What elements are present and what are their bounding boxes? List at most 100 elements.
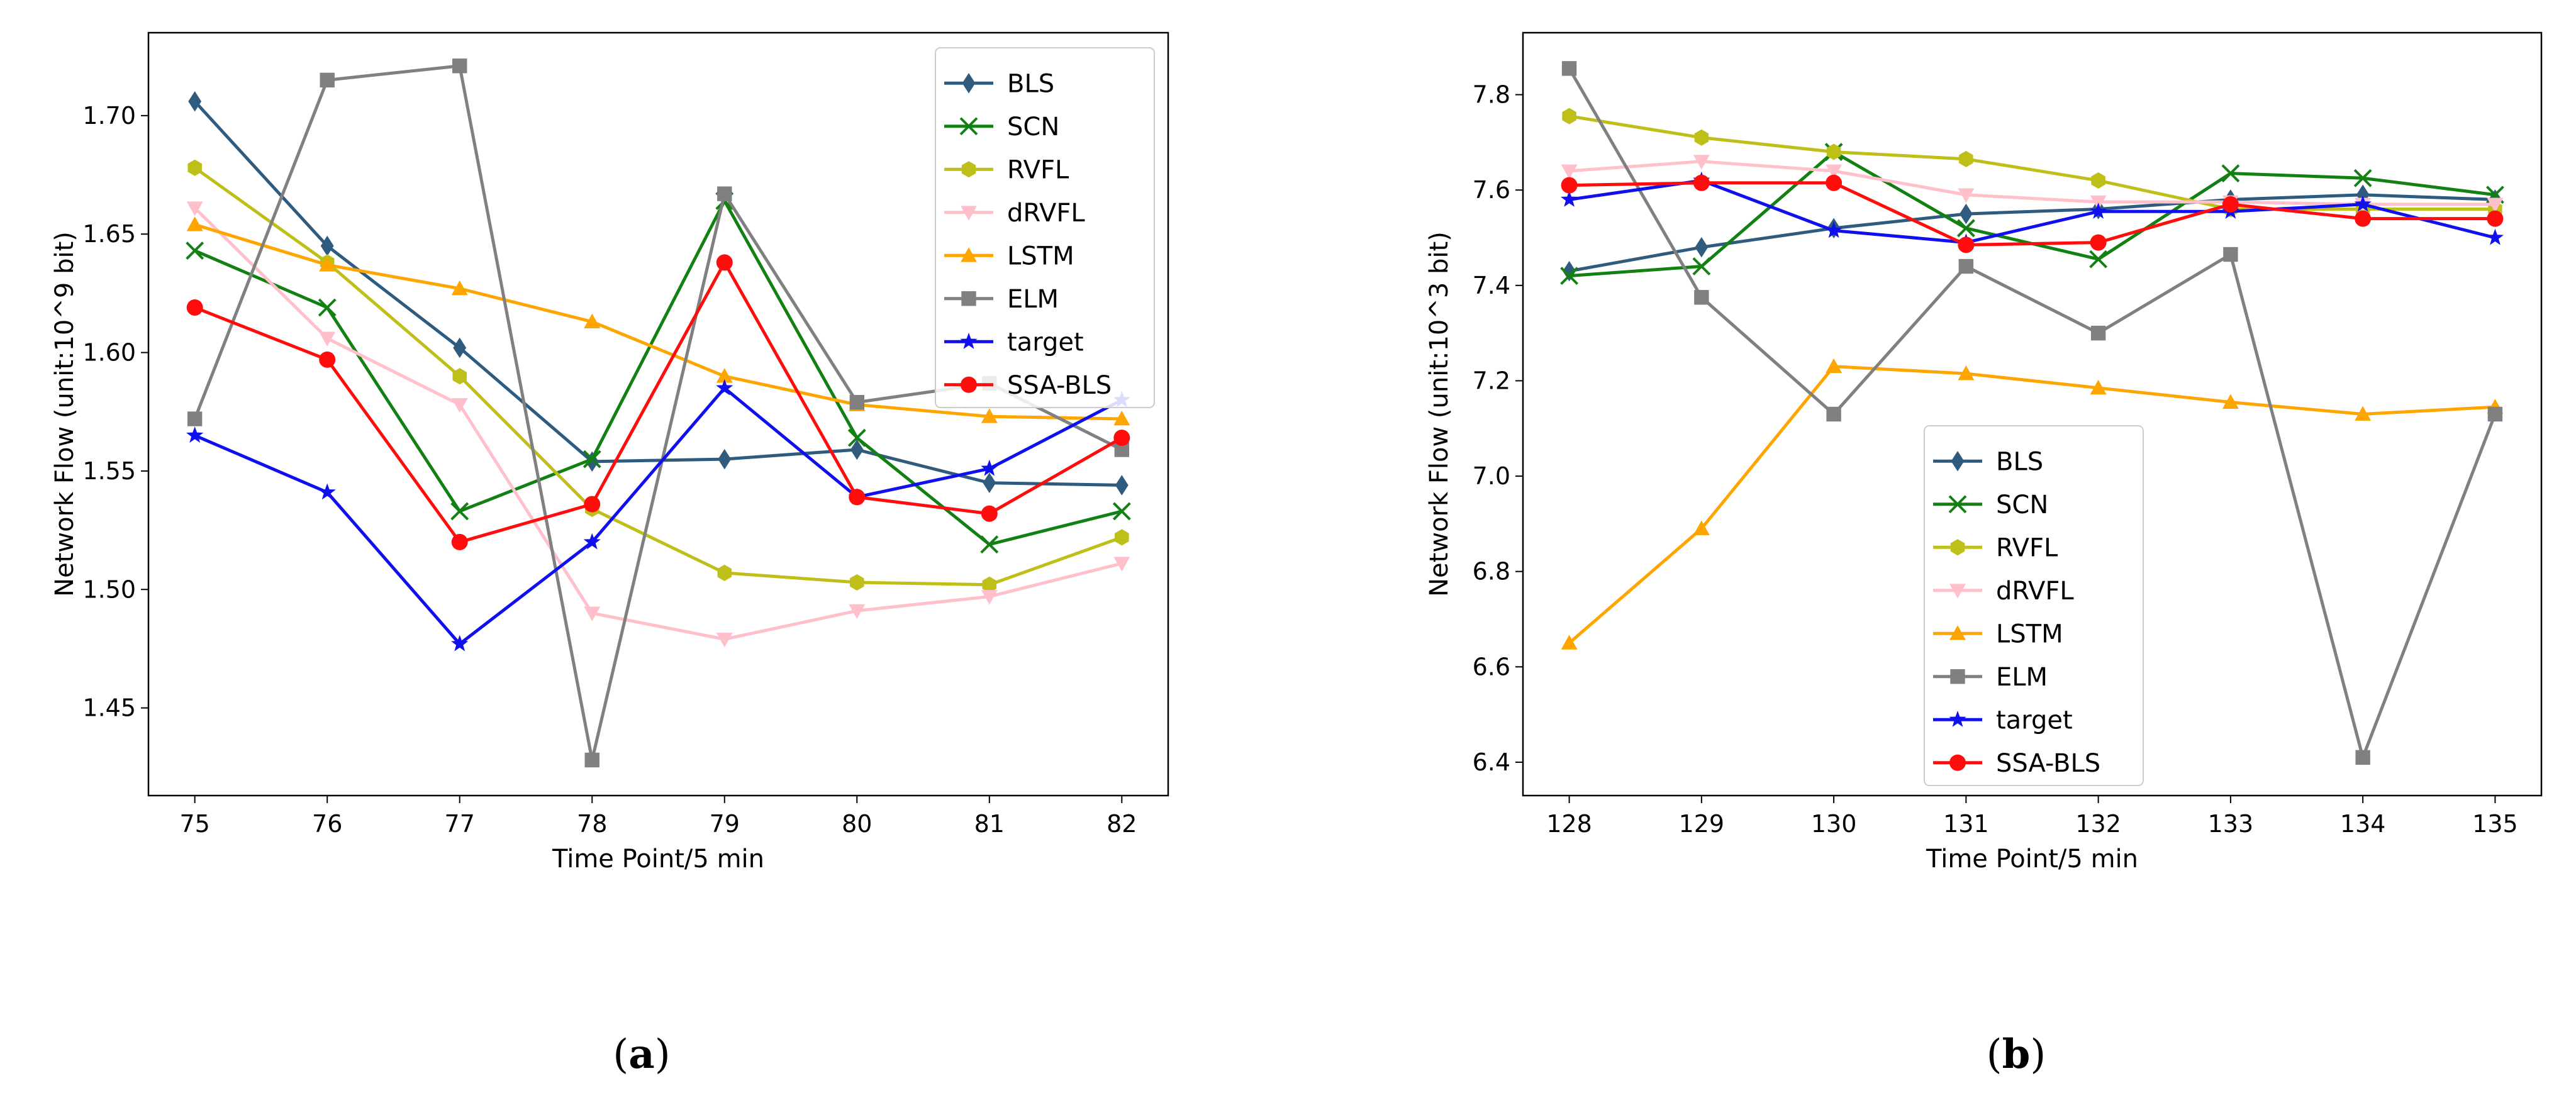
data-point xyxy=(2091,172,2105,189)
series-line xyxy=(194,260,1123,544)
series-line xyxy=(1569,114,2495,211)
data-point xyxy=(1692,257,1711,275)
series-line xyxy=(194,386,1123,646)
x-tick-label: 80 xyxy=(842,810,872,838)
data-point xyxy=(1826,174,1843,191)
data-point xyxy=(1113,411,1130,426)
legend-entry-bls: BLS xyxy=(944,69,1054,98)
data-point xyxy=(318,483,336,500)
data-point xyxy=(850,574,864,591)
legend-box xyxy=(1924,425,2144,786)
legend-marker xyxy=(1950,669,1965,684)
data-point xyxy=(2090,379,2107,395)
data-point xyxy=(1826,164,1843,179)
legend-marker xyxy=(1951,451,1965,472)
chart-panel-a: 1.45 1.50 1.55 1.60 1.65 1.70 75 76 77 78 79 80 81 82… xyxy=(50,31,1169,874)
legend: BLS SCN RVFL dRVFL LSTM ELM target SSA-BLS xyxy=(935,47,1155,408)
data-point xyxy=(983,472,996,493)
legend-entry-elm: ELM xyxy=(944,285,1059,314)
series-elm xyxy=(1561,61,2503,765)
data-point xyxy=(1958,258,1974,274)
data-point xyxy=(847,428,866,447)
data-point xyxy=(451,398,468,413)
legend-label: ELM xyxy=(1007,285,1059,314)
data-point xyxy=(717,564,732,581)
legend-box xyxy=(935,47,1155,408)
y-tick-label: 1.60 xyxy=(82,339,136,367)
legend-entry-ssa-bls: SSA-BLS xyxy=(1933,749,2100,778)
y-tick-label: 1.50 xyxy=(82,575,136,603)
svg-text:(b): (b) xyxy=(1987,1031,2046,1078)
series-ssa-bls xyxy=(186,254,1130,550)
legend-label: SSA-BLS xyxy=(1996,749,2100,778)
legend-entry-drvfl: dRVFL xyxy=(1933,577,2074,606)
data-point xyxy=(1115,475,1129,496)
data-point xyxy=(1826,358,1843,374)
y-tick-label: 6.4 xyxy=(1473,748,1510,776)
data-point xyxy=(451,533,468,550)
legend-label: BLS xyxy=(1996,447,2043,476)
legend-label: SCN xyxy=(1007,113,1059,142)
legend-marker xyxy=(1949,710,1966,727)
data-point xyxy=(1693,520,1710,535)
y-axis-label: Network Flow (unit:10^3 bit) xyxy=(1425,231,1454,597)
legend-entry-lstm: LSTM xyxy=(944,242,1074,270)
legend-label: target xyxy=(1996,706,2073,735)
y-tick-label: 1.65 xyxy=(82,220,136,248)
series-line xyxy=(1569,181,2495,247)
data-point xyxy=(2090,234,2107,251)
data-point xyxy=(981,459,998,476)
data-point xyxy=(2221,164,2240,183)
legend-marker xyxy=(960,332,978,349)
data-point xyxy=(319,257,336,272)
data-point xyxy=(2355,210,2372,227)
data-point xyxy=(451,635,469,652)
legend-marker xyxy=(961,291,976,306)
data-point xyxy=(1693,174,1710,191)
legend-marker xyxy=(962,73,976,94)
data-point xyxy=(2090,325,2106,341)
caption-b: (b) xyxy=(1987,1031,2046,1078)
legend-marker xyxy=(1948,495,1967,514)
data-point xyxy=(319,331,336,347)
data-point xyxy=(188,91,202,112)
data-point xyxy=(1560,191,1578,207)
legend-label: RVFL xyxy=(1007,155,1069,184)
data-point xyxy=(1959,203,1973,225)
data-point xyxy=(1956,219,1975,238)
data-point xyxy=(1693,155,1710,170)
data-point xyxy=(1694,129,1709,146)
y-axis-label: Network Flow (unit:10^9 bit) xyxy=(50,231,79,597)
y-tick-label: 7.8 xyxy=(1473,81,1510,109)
legend-entry-elm: ELM xyxy=(1933,663,2048,692)
data-point xyxy=(2487,197,2504,213)
data-point xyxy=(982,576,997,593)
data-point xyxy=(1959,150,1973,167)
data-point xyxy=(187,411,203,426)
caption-a: (a) xyxy=(613,1031,670,1078)
x-tick-label: 78 xyxy=(577,810,607,838)
plot-frame xyxy=(1522,31,2543,797)
data-point xyxy=(453,337,467,358)
data-point xyxy=(1112,502,1131,521)
legend-marker xyxy=(961,206,977,221)
y-tick-label: 7.4 xyxy=(1473,272,1510,299)
y-tick-label: 7.6 xyxy=(1473,176,1510,204)
x-tick-label: 77 xyxy=(445,810,475,838)
data-point xyxy=(1561,177,1578,194)
data-point xyxy=(716,632,733,648)
legend-label: LSTM xyxy=(1007,242,1074,270)
y-tick-label: 6.6 xyxy=(1473,653,1510,680)
data-point xyxy=(319,351,336,368)
data-point xyxy=(584,752,599,768)
x-tick-label: 133 xyxy=(2208,810,2254,838)
data-point xyxy=(2486,228,2504,245)
data-point xyxy=(1561,164,1578,179)
data-point xyxy=(1115,529,1129,546)
data-point xyxy=(2354,195,2372,212)
data-point xyxy=(1562,108,1576,125)
legend-label: BLS xyxy=(1007,69,1054,98)
data-point xyxy=(318,298,337,317)
legend-entry-ssa-bls: SSA-BLS xyxy=(944,371,1112,400)
data-point xyxy=(451,280,468,296)
